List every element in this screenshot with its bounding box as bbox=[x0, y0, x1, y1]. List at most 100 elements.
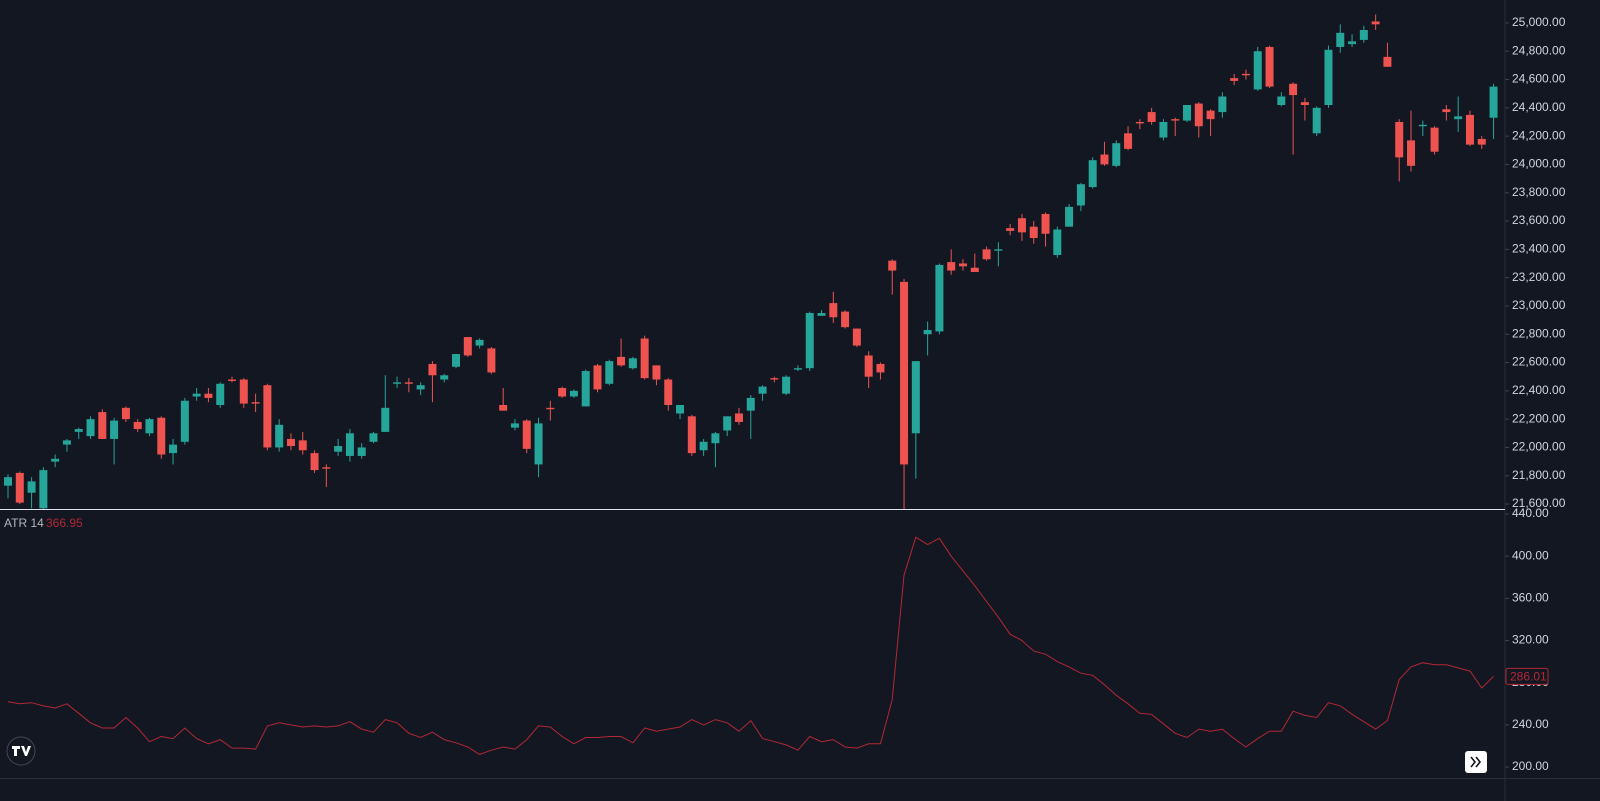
candle-body bbox=[723, 416, 732, 431]
candle-body bbox=[805, 313, 814, 369]
candle-body bbox=[369, 433, 378, 442]
candle-body bbox=[994, 249, 1003, 251]
candle-body bbox=[1277, 96, 1286, 105]
candle-body bbox=[180, 400, 189, 442]
candle-body bbox=[1300, 102, 1309, 105]
y-tick-label: 23,600.00 bbox=[1512, 213, 1566, 227]
candle-body bbox=[734, 413, 743, 422]
candle-body bbox=[1183, 104, 1191, 121]
candle-body bbox=[1230, 78, 1239, 81]
candle-body bbox=[911, 361, 920, 434]
candle-body bbox=[1454, 116, 1463, 120]
candle-body bbox=[829, 303, 838, 318]
candle-body bbox=[1442, 109, 1451, 113]
candle-body bbox=[404, 382, 413, 384]
candle-body bbox=[522, 420, 531, 449]
candle-body bbox=[1289, 83, 1298, 96]
candle-body bbox=[1041, 213, 1050, 234]
candle-body bbox=[4, 477, 12, 486]
candle-body bbox=[1312, 107, 1321, 134]
candle-body bbox=[900, 281, 909, 465]
candle-body bbox=[1359, 29, 1368, 40]
candle-body bbox=[334, 446, 343, 452]
candle-body bbox=[393, 382, 402, 384]
y-tick-label: 23,400.00 bbox=[1512, 242, 1566, 256]
candle-body bbox=[1135, 121, 1144, 124]
y-tick-label: 23,800.00 bbox=[1512, 185, 1566, 199]
candle-body bbox=[381, 407, 390, 432]
axes: 21,600.00 21,800.00 22,000.00 22,200.00 22,4… bbox=[1505, 15, 1566, 773]
candle-body bbox=[216, 383, 225, 405]
y-tick-label: 22,600.00 bbox=[1512, 355, 1566, 369]
candle-body bbox=[1159, 121, 1168, 138]
y-tick-label: 22,800.00 bbox=[1512, 326, 1566, 340]
candle-body bbox=[935, 264, 944, 332]
candle-body bbox=[982, 249, 991, 260]
candle-body bbox=[652, 365, 661, 380]
candle-body bbox=[841, 311, 850, 328]
candle-body bbox=[558, 388, 567, 397]
y-tick-label: 400.00 bbox=[1512, 548, 1549, 562]
candle-body bbox=[251, 402, 260, 404]
candle-body bbox=[1418, 124, 1427, 127]
candle-body bbox=[322, 467, 331, 469]
candle-body bbox=[86, 419, 95, 437]
candle-body bbox=[145, 419, 154, 434]
logo[interactable] bbox=[6, 736, 36, 766]
candle-body bbox=[1124, 133, 1133, 149]
candle-body bbox=[1029, 226, 1038, 239]
candle-body bbox=[1395, 121, 1404, 158]
candle-body bbox=[947, 262, 956, 271]
scroll-button[interactable] bbox=[1465, 751, 1487, 773]
candle-body bbox=[157, 417, 166, 455]
y-tick-label: 23,200.00 bbox=[1512, 270, 1566, 284]
y-tick-label: 24,800.00 bbox=[1512, 43, 1566, 57]
candle-body bbox=[1100, 154, 1109, 165]
candle-body bbox=[970, 267, 979, 272]
candle-body bbox=[888, 260, 897, 271]
candle-body bbox=[1371, 21, 1380, 25]
last-value-tag bbox=[1505, 667, 1549, 685]
y-tick-label: 240.00 bbox=[1512, 717, 1549, 731]
candle-body bbox=[452, 354, 461, 367]
y-tick-label: 22,400.00 bbox=[1512, 383, 1566, 397]
candle-body bbox=[416, 385, 425, 390]
candle-body bbox=[1241, 73, 1250, 76]
candle-body bbox=[39, 470, 48, 509]
candle-body bbox=[286, 438, 295, 447]
candle-body bbox=[487, 348, 496, 373]
candle-body bbox=[1017, 218, 1026, 233]
candle-body bbox=[463, 337, 472, 356]
candle-body bbox=[1053, 229, 1062, 255]
candle-body bbox=[1336, 32, 1345, 47]
y-tick-label: 24,200.00 bbox=[1512, 128, 1566, 142]
candle-body bbox=[1006, 228, 1015, 231]
candle-body bbox=[817, 313, 826, 316]
candle-body bbox=[239, 379, 248, 404]
candle-body bbox=[1348, 41, 1357, 45]
candle-body bbox=[1206, 110, 1215, 120]
candle-body bbox=[499, 404, 508, 411]
candle-body bbox=[746, 397, 755, 411]
candle-body bbox=[228, 379, 237, 381]
indicator-value: 366.95 bbox=[46, 516, 83, 530]
y-tick-label: 360.00 bbox=[1512, 591, 1549, 605]
candle-body bbox=[534, 423, 543, 465]
y-tick-label: 22,200.00 bbox=[1512, 411, 1566, 425]
candle-body bbox=[758, 386, 767, 394]
candle-body bbox=[440, 375, 449, 380]
candle-body bbox=[1171, 119, 1180, 121]
candle-body bbox=[569, 390, 578, 397]
candle-body bbox=[1407, 140, 1416, 166]
price-pane bbox=[4, 14, 1498, 509]
candle-body bbox=[581, 371, 590, 407]
candle-body bbox=[263, 385, 272, 448]
y-tick-label: 24,400.00 bbox=[1512, 100, 1566, 114]
candle-body bbox=[1430, 127, 1439, 152]
candle-body bbox=[1147, 112, 1156, 122]
candle-body bbox=[1477, 138, 1486, 145]
y-tick-label: 320.00 bbox=[1512, 633, 1549, 647]
candle-body bbox=[1383, 56, 1392, 67]
candle-body bbox=[62, 440, 71, 445]
candle-body bbox=[711, 433, 720, 444]
